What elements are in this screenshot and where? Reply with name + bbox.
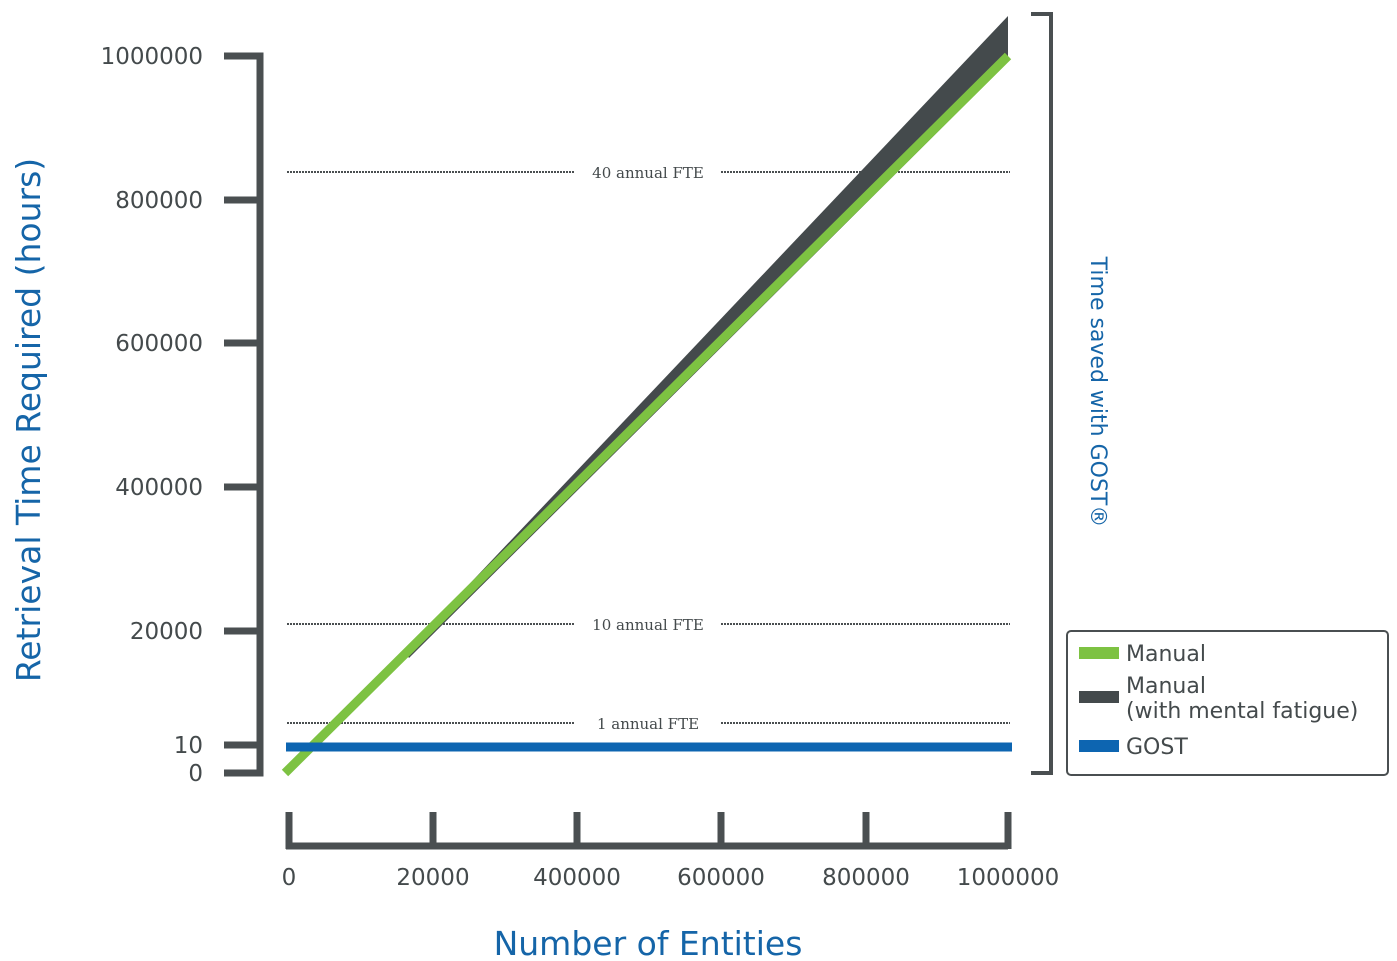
x-tick-label: 1000000 [957, 865, 1059, 891]
legend: Manual Manual (with mental fatigue) GOST [1066, 630, 1389, 776]
y-tick-label: 1000000 [101, 44, 203, 70]
y-tick-label: 10 [174, 733, 203, 759]
series-manual [281, 52, 1012, 777]
time-saved-bracket [1031, 12, 1053, 775]
y-ticks: 010 20000 400000 600000 800000 1000000 [101, 44, 260, 787]
legend-label: Manual (with mental fatigue) [1126, 674, 1358, 724]
reference-lines: 40 annual FTE 10 annual FTE 1 annual FTE [287, 164, 1010, 733]
x-ticks: 0 20000 400000 600000 800000 1000000 [282, 812, 1059, 891]
x-tick-label: 0 [282, 865, 297, 891]
fte-label: 10 annual FTE [592, 616, 704, 634]
legend-label: Manual [1126, 642, 1206, 667]
legend-swatch [1079, 647, 1119, 659]
y-tick-label: 400000 [115, 475, 203, 501]
time-saved-label: Time saved with GOST® [1085, 256, 1110, 528]
legend-swatch [1079, 691, 1119, 703]
y-tick-label: 20000 [130, 619, 203, 645]
legend-swatch [1079, 740, 1119, 752]
y-tick-label: 800000 [115, 188, 203, 214]
y-tick-label: 0 [188, 761, 203, 787]
x-tick-label: 400000 [533, 865, 621, 891]
x-tick-label: 20000 [396, 865, 469, 891]
y-axis-title: Retrieval Time Required (hours) [9, 158, 48, 682]
y-tick-label: 600000 [115, 331, 203, 357]
y-axis-line [226, 52, 264, 777]
legend-label: GOST [1126, 735, 1188, 760]
fte-label: 1 annual FTE [597, 715, 699, 733]
series-manual-fatigue [405, 16, 1008, 658]
legend-box [1066, 630, 1389, 776]
x-axis-title: Number of Entities [494, 924, 803, 961]
plot-area [281, 16, 1012, 777]
x-tick-label: 800000 [822, 865, 910, 891]
fte-label: 40 annual FTE [592, 164, 704, 182]
x-tick-label: 600000 [677, 865, 765, 891]
